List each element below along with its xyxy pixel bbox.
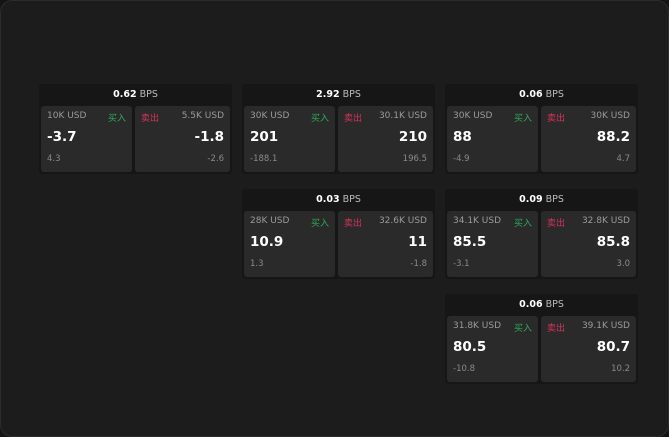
spread-value: 0.03: [316, 194, 340, 205]
ask-price: 85.8: [596, 234, 630, 250]
bid-price: 10.9: [250, 234, 284, 250]
buy-label: 买入: [310, 219, 329, 229]
buy-button[interactable]: 28K USD 买入 10.9 1.3: [244, 211, 335, 277]
ask-size: 32.6K USD: [378, 216, 427, 226]
ask-size: 30K USD: [590, 111, 630, 121]
ask-change: 3.0: [616, 259, 630, 269]
bid-price: 88: [453, 129, 472, 145]
ask-change: 196.5: [402, 154, 427, 164]
bid-change: -3.1: [453, 259, 470, 269]
ask-change: -2.6: [207, 154, 224, 164]
ask-price: 80.7: [596, 339, 630, 355]
bid-change: 4.3: [47, 154, 61, 164]
buy-label: 买入: [513, 219, 532, 229]
sell-button[interactable]: 卖出 30K USD 88.2 4.7: [541, 106, 636, 172]
spread-value: 0.06: [519, 299, 543, 310]
buy-button[interactable]: 30K USD 买入 88 -4.9: [447, 106, 538, 172]
buy-button[interactable]: 30K USD 买入 201 -188.1: [244, 106, 335, 172]
bid-size: 10K USD: [47, 111, 87, 121]
spread-value: 2.92: [316, 89, 340, 100]
quote-tile: 0.06 BPS 31.8K USD 买入 80.5 -10.8 卖出 39.1K …: [445, 294, 638, 384]
spread-header: 0.06 BPS: [445, 84, 638, 105]
ask-change: -1.8: [410, 259, 427, 269]
buy-label: 买入: [513, 114, 532, 124]
spread-header: 0.06 BPS: [445, 294, 638, 315]
ask-price: 210: [398, 129, 427, 145]
ask-price: 11: [408, 234, 427, 250]
bid-size: 30K USD: [250, 111, 290, 121]
bid-price: 201: [250, 129, 279, 145]
bid-price: 85.5: [453, 234, 487, 250]
bid-change: 1.3: [250, 259, 264, 269]
spread-value: 0.06: [519, 89, 543, 100]
bid-size: 34.1K USD: [453, 216, 502, 226]
ask-change: 4.7: [616, 154, 630, 164]
spread-unit: BPS: [342, 89, 361, 100]
quote-tile: 0.03 BPS 28K USD 买入 10.9 1.3 卖出 32.6K USD …: [242, 189, 435, 279]
buy-label: 买入: [310, 114, 329, 124]
spread-unit: BPS: [139, 89, 158, 100]
buy-label: 买入: [513, 324, 532, 334]
spread-unit: BPS: [545, 89, 564, 100]
quote-tile: 0.06 BPS 30K USD 买入 88 -4.9 卖出 30K USD 88.…: [445, 84, 638, 174]
ask-change: 10.2: [611, 364, 630, 374]
spread-unit: BPS: [545, 299, 564, 310]
sell-label: 卖出: [344, 114, 363, 124]
ask-price: -1.8: [194, 129, 224, 145]
bid-change: -10.8: [453, 364, 475, 374]
sell-label: 卖出: [141, 114, 160, 124]
sell-button[interactable]: 卖出 32.6K USD 11 -1.8: [338, 211, 433, 277]
sell-label: 卖出: [547, 219, 566, 229]
ask-price: 88.2: [596, 129, 630, 145]
ask-size: 30.1K USD: [378, 111, 427, 121]
ask-size: 5.5K USD: [181, 111, 224, 121]
sell-button[interactable]: 卖出 39.1K USD 80.7 10.2: [541, 316, 636, 382]
spread-header: 0.09 BPS: [445, 189, 638, 210]
spread-value: 0.62: [113, 89, 137, 100]
sell-button[interactable]: 卖出 30.1K USD 210 196.5: [338, 106, 433, 172]
bid-price: 80.5: [453, 339, 487, 355]
bid-change: -188.1: [250, 154, 278, 164]
spread-header: 0.62 BPS: [39, 84, 232, 105]
ask-size: 39.1K USD: [581, 321, 630, 331]
spread-unit: BPS: [342, 194, 361, 205]
ask-size: 32.8K USD: [581, 216, 630, 226]
bid-change: -4.9: [453, 154, 470, 164]
bid-size: 28K USD: [250, 216, 290, 226]
buy-button[interactable]: 31.8K USD 买入 80.5 -10.8: [447, 316, 538, 382]
sell-button[interactable]: 卖出 32.8K USD 85.8 3.0: [541, 211, 636, 277]
bid-size: 31.8K USD: [453, 321, 502, 331]
sell-label: 卖出: [547, 114, 566, 124]
buy-label: 买入: [107, 114, 126, 124]
sell-label: 卖出: [547, 324, 566, 334]
quote-tile: 2.92 BPS 30K USD 买入 201 -188.1 卖出 30.1K US…: [242, 84, 435, 174]
buy-button[interactable]: 10K USD 买入 -3.7 4.3: [41, 106, 132, 172]
sell-button[interactable]: 卖出 5.5K USD -1.8 -2.6: [135, 106, 230, 172]
quote-tile: 0.62 BPS 10K USD 买入 -3.7 4.3 卖出 5.5K USD -…: [39, 84, 232, 174]
buy-button[interactable]: 34.1K USD 买入 85.5 -3.1: [447, 211, 538, 277]
spread-header: 2.92 BPS: [242, 84, 435, 105]
spread-value: 0.09: [519, 194, 543, 205]
spread-header: 0.03 BPS: [242, 189, 435, 210]
bid-price: -3.7: [47, 129, 77, 145]
sell-label: 卖出: [344, 219, 363, 229]
bid-size: 30K USD: [453, 111, 493, 121]
quote-tile: 0.09 BPS 34.1K USD 买入 85.5 -3.1 卖出 32.8K U…: [445, 189, 638, 279]
spread-unit: BPS: [545, 194, 564, 205]
